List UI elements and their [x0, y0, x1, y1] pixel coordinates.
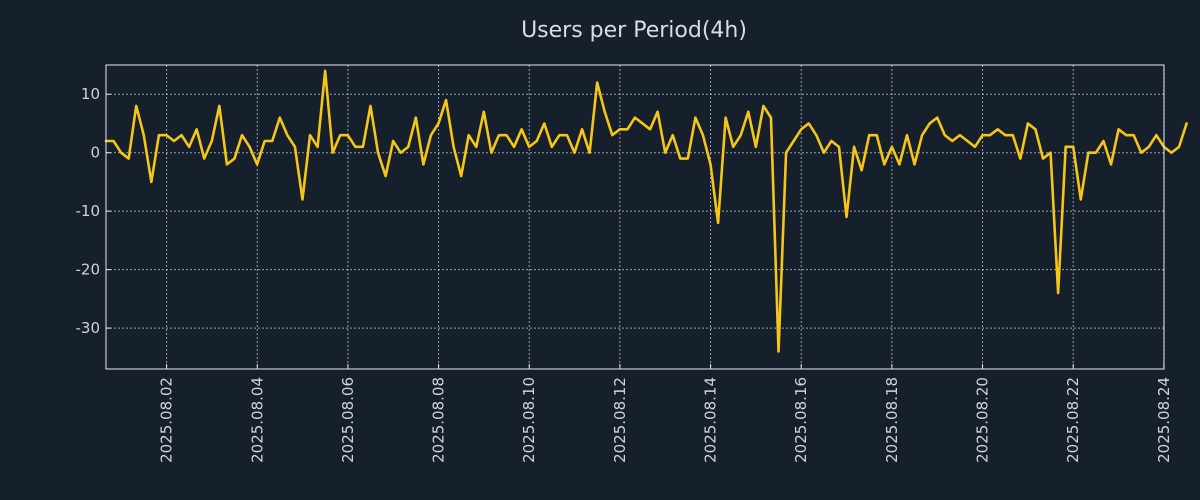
- y-tick-label: 10: [81, 85, 100, 103]
- chart-title: Users per Period(4h): [521, 18, 747, 43]
- y-axis-tick-labels: 10 0 -10 -20 -30: [76, 85, 101, 337]
- gridlines: [106, 65, 1165, 369]
- tick-marks: [106, 93, 1165, 369]
- y-tick-label: -10: [76, 202, 101, 220]
- y-tick-label: 0: [90, 144, 100, 162]
- x-tick-label: 2025.08.18: [883, 377, 901, 463]
- x-tick-label: 2025.08.06: [339, 377, 357, 463]
- x-axis-tick-labels: 2025.08.02 2025.08.04 2025.08.06 2025.08.08…: [158, 377, 1173, 463]
- x-tick-label: 2025.08.04: [248, 377, 266, 463]
- x-tick-label: 2025.08.08: [430, 377, 448, 463]
- x-tick-label: 2025.08.22: [1064, 377, 1082, 463]
- series-line: [104, 69, 1188, 353]
- x-tick-label: 2025.08.14: [702, 377, 720, 463]
- x-tick-label: 2025.08.02: [158, 377, 176, 463]
- x-tick-label: 2025.08.20: [974, 377, 992, 463]
- x-tick-label: 2025.08.12: [611, 377, 629, 463]
- series-group: [104, 69, 1188, 353]
- y-tick-label: -30: [76, 319, 101, 337]
- x-tick-label: 2025.08.16: [792, 377, 810, 463]
- x-tick-label: 2025.08.24: [1155, 377, 1173, 463]
- plot-area-frame: [105, 64, 1165, 370]
- x-tick-label: 2025.08.10: [520, 377, 538, 463]
- y-tick-label: -20: [76, 261, 101, 279]
